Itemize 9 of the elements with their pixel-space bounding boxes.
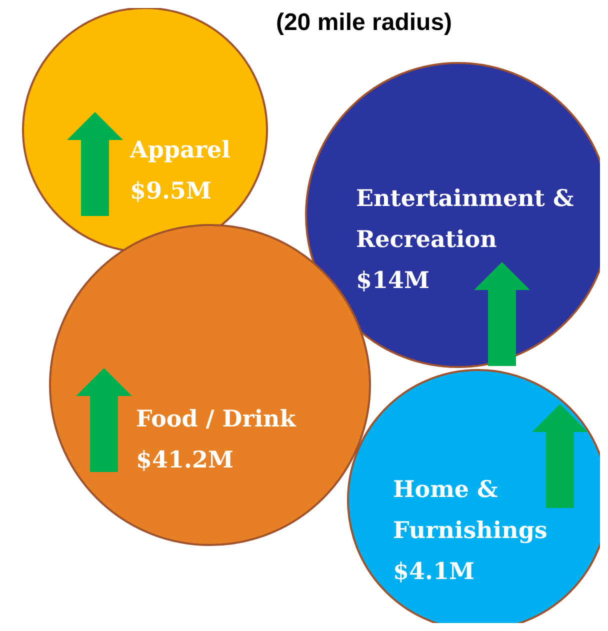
data-label: $4.1M [393, 558, 474, 585]
data-label: $9.5M [130, 178, 212, 204]
category-label: Food / Drink [136, 406, 297, 432]
data-label: $14M [356, 267, 430, 294]
data-label: $41.2M [136, 446, 234, 474]
text: (20 mile radius) [276, 9, 452, 36]
category-label: Apparel [129, 136, 231, 164]
category-label: Home & Furnishings [393, 476, 548, 544]
category-label: Entertainment & Recreation [356, 185, 574, 253]
